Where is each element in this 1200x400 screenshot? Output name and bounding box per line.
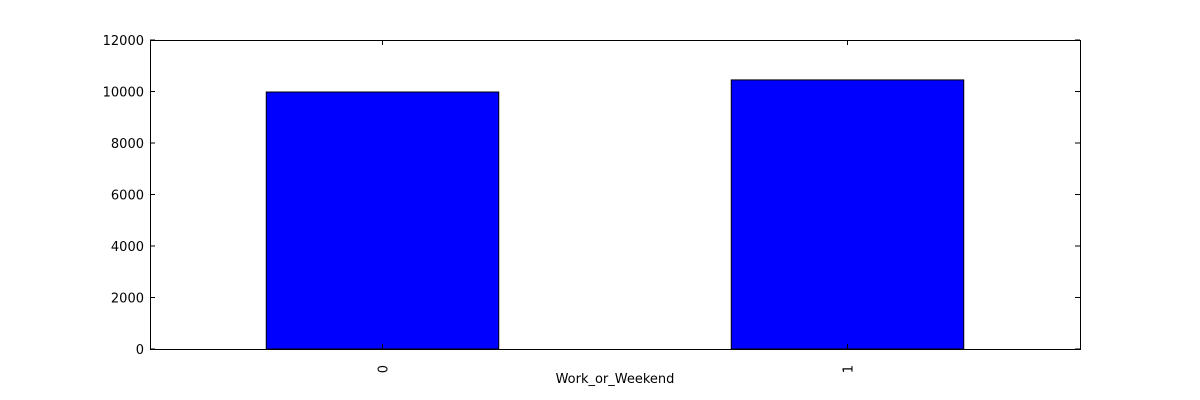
x-tick-label: 1	[842, 365, 857, 373]
y-tick-label: 4000	[111, 240, 144, 255]
y-tick-label: 6000	[111, 189, 144, 204]
bar	[730, 79, 965, 350]
y-tick-label: 12000	[103, 34, 144, 49]
ticks-layer: 0 1 0 2000 4000 6000 8000 10000 12000	[103, 34, 1080, 373]
y-tick-label: 10000	[103, 86, 144, 101]
y-tick-label: 0	[136, 343, 144, 358]
bar	[265, 91, 500, 350]
y-tick-label: 8000	[111, 137, 144, 152]
plot-frame	[150, 40, 1081, 350]
x-axis-label: Work_or_Weekend	[556, 372, 675, 387]
bars-layer	[265, 79, 965, 350]
y-tick-label: 2000	[111, 292, 144, 307]
x-tick-label: 0	[377, 365, 392, 373]
